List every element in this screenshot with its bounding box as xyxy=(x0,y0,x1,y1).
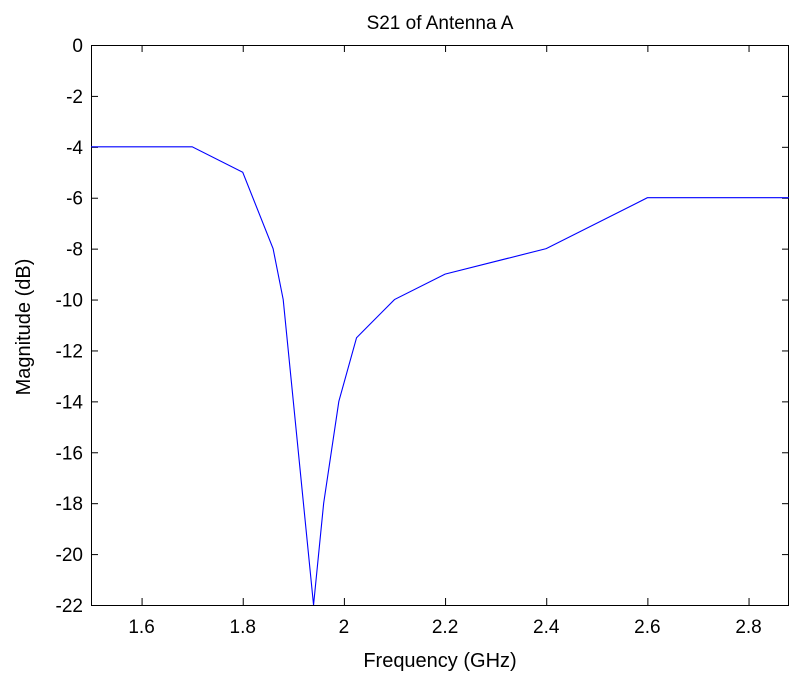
series-line xyxy=(91,146,789,606)
y-tick-label: -12 xyxy=(56,341,83,362)
x-tick-label: 2 xyxy=(339,617,350,638)
y-tick-label: -10 xyxy=(56,291,83,312)
y-tick-label: -4 xyxy=(66,138,83,159)
x-axis: 1.6 1.8 2 2.2 2.4 2.6 2.8 xyxy=(128,45,762,638)
chart-title: S21 of Antenna A xyxy=(367,13,514,34)
y-tick-label: -20 xyxy=(56,545,83,566)
y-axis-label: Magnitude (dB) xyxy=(13,259,35,396)
y-tick-label: -8 xyxy=(66,240,83,261)
y-tick-label: -22 xyxy=(56,596,83,617)
y-axis: 0 -2 -4 -6 -8 -10 -12 -14 -16 -18 -20 -22 xyxy=(56,36,789,617)
y-tick-label: -6 xyxy=(66,189,83,210)
y-tick-label: -14 xyxy=(56,392,84,413)
plot-frame xyxy=(91,45,789,606)
y-tick-label: -2 xyxy=(66,87,83,108)
x-tick-label: 2.2 xyxy=(432,617,458,638)
x-tick-label: 2.8 xyxy=(735,617,761,638)
x-tick-label: 2.4 xyxy=(533,617,560,638)
x-tick-label: 1.6 xyxy=(128,617,154,638)
x-axis-label: Frequency (GHz) xyxy=(363,650,516,672)
x-tick-label: 1.8 xyxy=(230,617,256,638)
y-tick-label: 0 xyxy=(72,36,83,57)
plot-area: 0 -2 -4 -6 -8 -10 -12 -14 -16 -18 -20 -22 1.6 1.8 2 2.… xyxy=(56,36,789,638)
x-tick-label: 2.6 xyxy=(634,617,660,638)
y-tick-label: -16 xyxy=(56,443,83,464)
y-tick-label: -18 xyxy=(56,494,83,515)
series-layer xyxy=(91,146,789,606)
